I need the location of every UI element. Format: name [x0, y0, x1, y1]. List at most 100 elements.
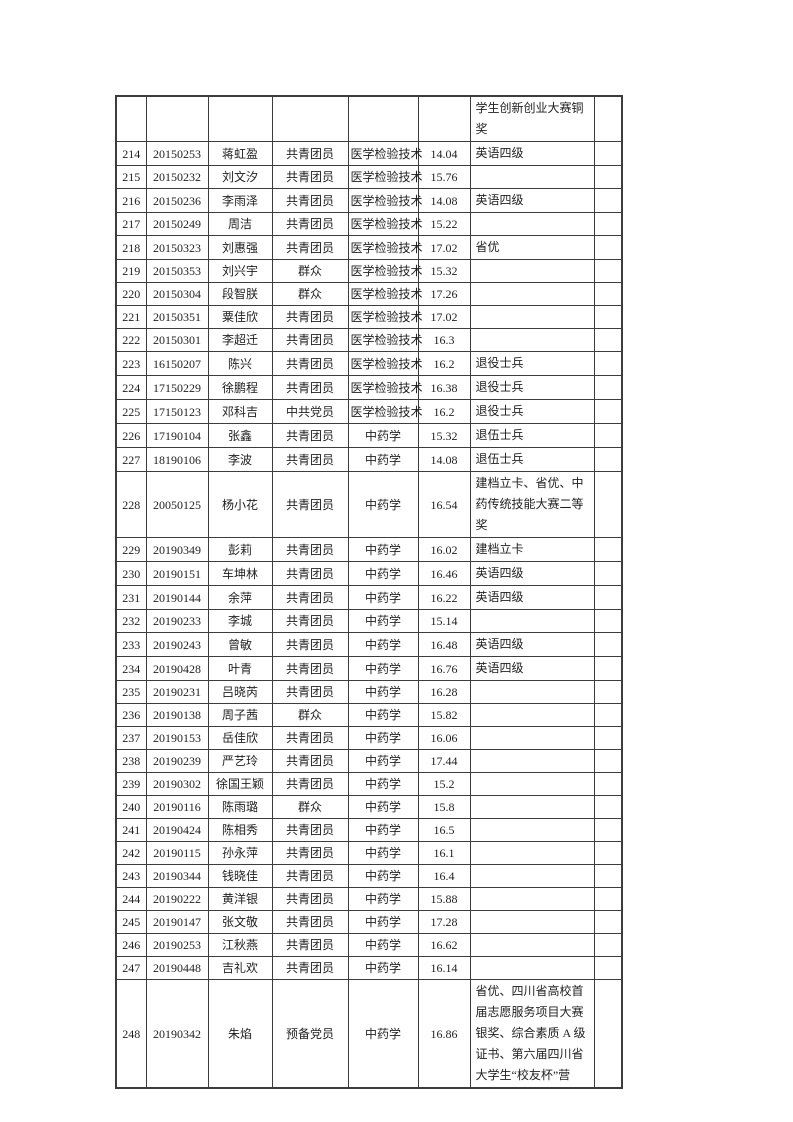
cell-id: 20190151 [145, 561, 209, 586]
cell-index: 219 [115, 259, 147, 283]
cell-score: 16.3 [417, 328, 471, 352]
cell-blank [593, 703, 623, 727]
cell-score: 16.2 [417, 399, 471, 424]
cell-index: 220 [115, 282, 147, 306]
cell-score: 16.38 [417, 375, 471, 400]
cell-score: 17.44 [417, 749, 471, 773]
cell-name: 邓科吉 [207, 399, 273, 424]
cell-index: 216 [115, 188, 147, 213]
cell-awards: 学生创新创业大赛铜 奖 [469, 95, 595, 142]
cell-major: 医学检验技术 [347, 351, 423, 376]
table-row: 242 20190115 孙永萍 共青团员 中药学 16.1 [115, 841, 623, 865]
cell-score: 16.62 [417, 933, 471, 957]
cell-index: 246 [115, 933, 147, 957]
table-row: 245 20190147 张文敬 共青团员 中药学 17.28 [115, 910, 623, 934]
cell-index: 218 [115, 235, 147, 260]
cell-awards [469, 910, 595, 934]
cell-status: 共青团员 [271, 188, 349, 213]
cell-name: 张文敬 [207, 910, 273, 934]
cell-name: 车坤林 [207, 561, 273, 586]
cell-awards [469, 609, 595, 633]
cell-id: 20190144 [145, 585, 209, 610]
cell-score: 14.04 [417, 141, 471, 166]
cell-status: 共青团员 [271, 471, 349, 538]
cell-id: 20190428 [145, 656, 209, 681]
cell-awards: 英语四级 [469, 632, 595, 657]
cell-status: 共青团员 [271, 956, 349, 980]
cell-id: 20190253 [145, 933, 209, 957]
cell-major: 中药学 [347, 656, 419, 681]
cell-name: 刘惠强 [207, 235, 273, 260]
table-row: 227 18190106 李波 共青团员 中药学 14.08 退伍士兵 [115, 447, 623, 472]
cell-blank [593, 795, 623, 819]
table-row: 240 20190116 陈雨璐 群众 中药学 15.8 [115, 795, 623, 819]
table-row: 233 20190243 曾敏 共青团员 中药学 16.48 英语四级 [115, 632, 623, 657]
cell-score: 16.22 [417, 585, 471, 610]
cell-blank [593, 772, 623, 796]
cell-status: 共青团员 [271, 841, 349, 865]
cell-score: 16.76 [417, 656, 471, 681]
cell-id: 20150353 [145, 259, 209, 283]
table-row: 246 20190253 江秋燕 共青团员 中药学 16.62 [115, 933, 623, 957]
cell-name: 岳佳欣 [207, 726, 273, 750]
cell-name: 孙永萍 [207, 841, 273, 865]
cell-awards: 退伍士兵 [469, 447, 595, 472]
cell-blank [593, 910, 623, 934]
cell-score: 15.82 [417, 703, 471, 727]
cell-major [347, 95, 419, 142]
cell-major: 医学检验技术 [347, 165, 423, 189]
cell-score: 17.28 [417, 910, 471, 934]
cell-index: 223 [115, 351, 147, 376]
cell-id: 20190424 [145, 818, 209, 842]
cell-index: 236 [115, 703, 147, 727]
table-row: 238 20190239 严艺玲 共青团员 中药学 17.44 [115, 749, 623, 773]
cell-awards [469, 956, 595, 980]
cell-id: 20190342 [145, 979, 209, 1089]
cell-id: 20190231 [145, 680, 209, 704]
cell-status: 共青团员 [271, 910, 349, 934]
cell-id: 20190302 [145, 772, 209, 796]
cell-index: 221 [115, 305, 147, 329]
cell-name: 叶青 [207, 656, 273, 681]
cell-major: 医学检验技术 [347, 235, 423, 260]
cell-awards: 英语四级 [469, 561, 595, 586]
table-row: 226 17190104 张鑫 共青团员 中药学 15.32 退伍士兵 [115, 423, 623, 448]
cell-index [115, 95, 147, 142]
cell-score [417, 95, 471, 142]
cell-major: 中药学 [347, 841, 419, 865]
cell-major: 中药学 [347, 818, 419, 842]
cell-score: 16.46 [417, 561, 471, 586]
cell-blank [593, 864, 623, 888]
cell-id: 20050125 [145, 471, 209, 538]
cell-id: 20150253 [145, 141, 209, 166]
cell-status: 共青团员 [271, 141, 349, 166]
cell-awards [469, 680, 595, 704]
table-row: 239 20190302 徐国王颖 共青团员 中药学 15.2 [115, 772, 623, 796]
cell-name: 吉礼欢 [207, 956, 273, 980]
cell-awards [469, 726, 595, 750]
cell-score: 15.2 [417, 772, 471, 796]
cell-id: 20150301 [145, 328, 209, 352]
cell-blank [593, 680, 623, 704]
cell-status: 共青团员 [271, 772, 349, 796]
cell-status: 共青团员 [271, 165, 349, 189]
cell-status: 共青团员 [271, 561, 349, 586]
cell-blank [593, 165, 623, 189]
cell-score: 16.02 [417, 537, 471, 562]
table-row: 215 20150232 刘文汐 共青团员 医学检验技术 15.76 [115, 165, 623, 189]
cell-score: 17.26 [417, 282, 471, 306]
cell-blank [593, 282, 623, 306]
table-row: 230 20190151 车坤林 共青团员 中药学 16.46 英语四级 [115, 561, 623, 586]
cell-id: 18190106 [145, 447, 209, 472]
cell-score: 16.1 [417, 841, 471, 865]
table-row: 225 17150123 邓科吉 中共党员 医学检验技术 16.2 退役士兵 [115, 399, 623, 424]
table-row: 232 20190233 李城 共青团员 中药学 15.14 [115, 609, 623, 633]
cell-awards [469, 933, 595, 957]
cell-major: 中药学 [347, 772, 419, 796]
cell-id: 20190138 [145, 703, 209, 727]
table-row: 247 20190448 吉礼欢 共青团员 中药学 16.14 [115, 956, 623, 980]
cell-status: 共青团员 [271, 351, 349, 376]
cell-id: 20190115 [145, 841, 209, 865]
cell-id: 20190239 [145, 749, 209, 773]
cell-major: 中药学 [347, 471, 419, 538]
